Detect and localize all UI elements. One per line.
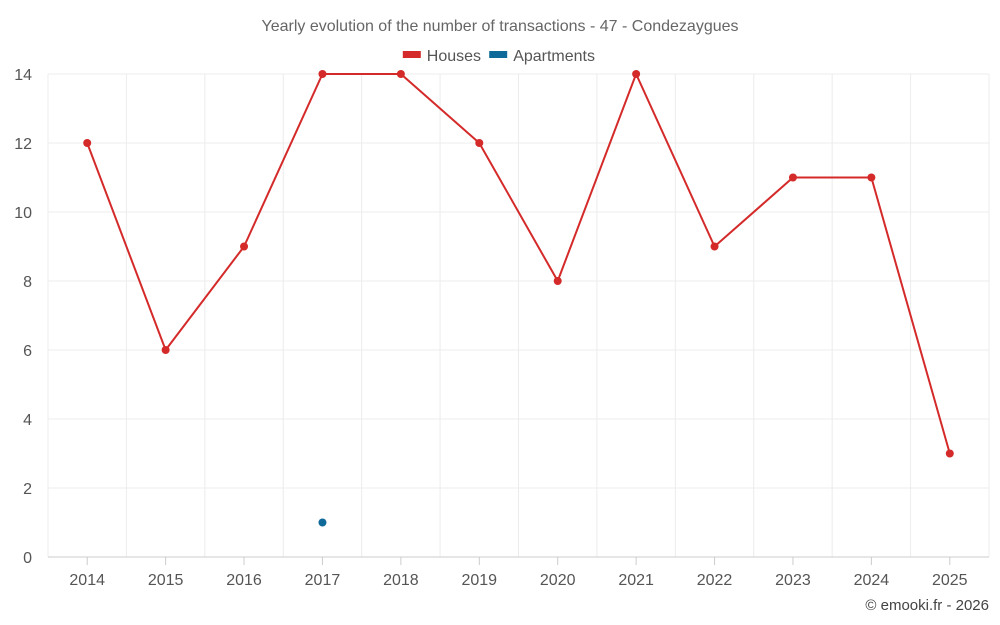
x-tick-label: 2019 [461, 572, 497, 589]
x-tick-label: 2025 [932, 572, 968, 589]
data-point-houses [161, 346, 170, 354]
data-point-houses [396, 70, 405, 78]
legend-label-houses: Houses [427, 48, 481, 65]
y-tick-label: 0 [23, 550, 32, 567]
series-line-houses [86, 73, 951, 454]
y-tick-label: 4 [23, 412, 32, 429]
y-tick-label: 12 [14, 136, 32, 153]
grid [47, 73, 990, 557]
x-tick-label: 2022 [697, 572, 733, 589]
x-tick-label: 2014 [69, 572, 105, 589]
data-point-houses [788, 173, 797, 182]
x-tick-label: 2017 [305, 572, 341, 589]
x-tick-label: 2015 [148, 572, 184, 589]
y-tick-label: 10 [14, 205, 32, 222]
y-tick-label: 2 [23, 481, 32, 498]
x-tick-label: 2021 [618, 572, 654, 589]
data-point-houses [475, 139, 484, 147]
axes: 0 2 4 6 8 10 12 14 2014 2015 2016 2017 2018 2019 2020 2… [14, 67, 989, 589]
y-tick-label: 14 [14, 67, 32, 84]
x-tick-label: 2024 [854, 572, 890, 589]
y-tick-label: 8 [23, 274, 32, 291]
credit-text: © emooki.fr - 2026 [865, 597, 989, 614]
series [83, 70, 954, 527]
data-point-houses [945, 449, 954, 458]
data-point-houses [318, 70, 327, 78]
data-point-apartments [318, 518, 327, 527]
x-tick-label: 2016 [226, 572, 262, 589]
data-point-houses [710, 242, 719, 251]
data-point-houses [867, 173, 876, 182]
x-tick-label: 2023 [775, 572, 811, 589]
data-point-houses [240, 242, 249, 251]
data-point-houses [83, 139, 92, 147]
legend: Houses Apartments [402, 48, 595, 65]
legend-swatch-houses [402, 51, 421, 58]
data-point-houses [632, 70, 641, 78]
data-point-houses [553, 277, 562, 285]
legend-swatch-apartments [489, 51, 508, 58]
legend-label-apartments: Apartments [513, 48, 595, 65]
x-tick-label: 2018 [383, 572, 419, 589]
x-tick-label: 2020 [540, 572, 576, 589]
chart-title: Yearly evolution of the number of transa… [261, 18, 738, 35]
y-tick-label: 6 [23, 343, 32, 360]
